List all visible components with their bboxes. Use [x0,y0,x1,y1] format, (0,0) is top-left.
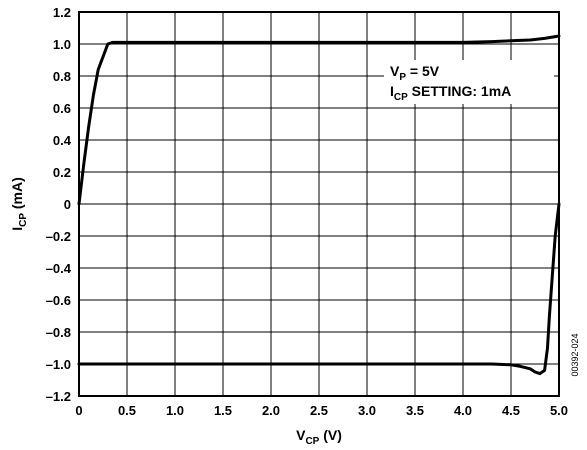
annotation-line-2: ICP SETTING: 1mA [390,83,511,103]
annotation-box [384,60,554,104]
y-tick-label: –0.8 [46,325,71,340]
y-tick-label: 0 [64,197,71,212]
y-tick-label: 0.6 [53,101,71,116]
y-tick-label: 0.2 [53,165,71,180]
x-tick-label: 1.0 [166,403,184,418]
y-tick-label: 1.2 [53,5,71,20]
y-tick-label: –0.2 [46,229,71,244]
x-tick-label: 5.0 [550,403,568,418]
y-tick-label: –1.0 [46,357,71,372]
x-axis-title-tail: (V) [319,427,342,443]
y-tick-labels: 1.2 1.0 0.8 0.6 0.4 0.2 0 –0.2 –0.4 –0.6 –0.8 –1.0 –… [46,5,72,404]
x-tick-label: 3.0 [358,403,376,418]
figure-id: 00392-024 [570,333,580,376]
x-tick-label: 3.5 [406,403,424,418]
x-tick-label: 2.5 [310,403,328,418]
x-axis-title-main: V [296,427,306,443]
x-tick-labels: 0 0.5 1.0 1.5 2.0 2.5 3.0 3.5 4.0 4.5 5.0 [75,403,568,418]
y-tick-label: 0.8 [53,69,71,84]
series-line-1 [77,34,561,206]
y-axis-title-sub: CP [18,213,29,227]
series-line-2 [77,202,561,376]
x-axis-title-sub: CP [305,436,319,447]
x-tick-label: 4.0 [454,403,472,418]
x-axis-title: VCP (V) [296,427,342,447]
y-axis-title-tail: (mA) [9,177,25,213]
grid [79,12,559,396]
series-layer [77,34,561,376]
x-tick-label: 0.5 [118,403,136,418]
annotation-line-1: VP = 5V [390,63,440,83]
x-tick-label: 0 [75,403,82,418]
y-tick-label: 0.4 [53,133,72,148]
x-tick-label: 1.5 [214,403,232,418]
y-tick-label: –0.4 [46,261,72,276]
y-tick-label: –1.2 [46,389,71,404]
x-tick-label: 2.0 [262,403,280,418]
y-axis-title-main: I [9,227,25,231]
x-tick-label: 4.5 [502,403,520,418]
y-tick-label: –0.6 [46,293,71,308]
plot-frame [78,11,560,397]
y-tick-label: 1.0 [53,37,71,52]
y-axis-title: ICP (mA) [9,177,29,231]
